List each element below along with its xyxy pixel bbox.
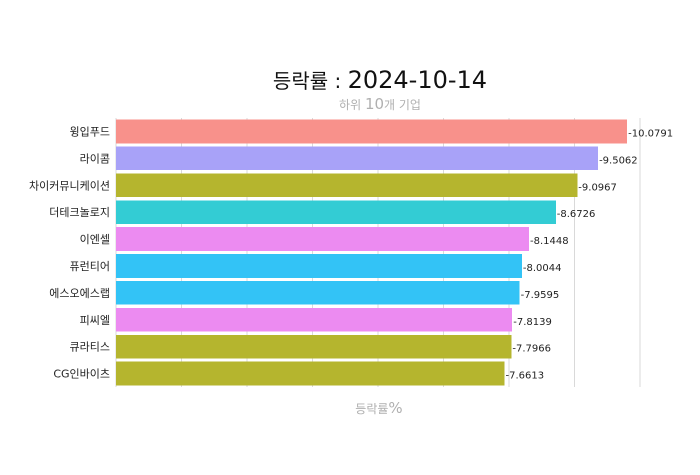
category-label-10: CG인바이츠 (53, 368, 110, 381)
category-label-2: 라이콤 (80, 152, 110, 165)
value-label-6: -8.0044 (523, 263, 562, 274)
bar-8 (116, 307, 513, 332)
x-axis-label-text: 등락률 (355, 402, 388, 416)
bar-10 (116, 361, 505, 386)
bar-7 (116, 281, 520, 305)
category-label-1: 윙입푸드 (70, 125, 110, 138)
bar-9 (116, 334, 512, 359)
chart-subtitle-num: 10 (365, 95, 384, 113)
chart-title-date: 2024-10-14 (348, 66, 487, 94)
chart-subtitle-pre: 하위 (339, 98, 365, 112)
chart-title-prefix: 등락률 : (273, 69, 348, 93)
x-axis-label-unit: % (388, 399, 402, 417)
value-label-5: -8.1448 (530, 236, 569, 247)
category-label-9: 큐라티스 (70, 341, 110, 354)
value-label-10: -7.6613 (506, 371, 545, 382)
value-label-7: -7.9595 (521, 290, 560, 301)
category-label-8: 피씨엘 (80, 314, 110, 327)
category-label-5: 이엔셀 (80, 233, 110, 246)
category-labels: 윙입푸드라이콤차이커뮤니케이션더테크놀로지이엔셀퓨런티어에스오에스랩피씨엘큐라티… (29, 125, 110, 380)
x-axis-label: 등락률% (355, 399, 402, 417)
value-labels: -10.0791 -9.5062 -9.0967 -8.6726 -8.1448 -8.0… (506, 128, 674, 381)
bar-layer (116, 119, 628, 386)
chart-title: 등락률 : 2024-10-14 (273, 66, 487, 94)
chart-subtitle-post: 개 기업 (384, 98, 421, 112)
bar-3 (116, 173, 578, 198)
bar-5 (116, 227, 530, 251)
bar-2 (116, 146, 599, 171)
category-label-7: 에스오에스랩 (49, 287, 110, 300)
bar-6 (116, 254, 522, 278)
value-label-3: -9.0967 (578, 182, 617, 193)
value-label-1: -10.0791 (628, 128, 673, 139)
category-label-4: 더테크놀로지 (49, 206, 110, 219)
category-label-6: 퓨런티어 (70, 260, 110, 273)
value-label-4: -8.6726 (557, 209, 596, 220)
chart-subtitle: 하위 10개 기업 (339, 95, 421, 113)
bar-1 (116, 119, 628, 144)
value-label-2: -9.5062 (599, 155, 638, 166)
bar-4 (116, 200, 556, 224)
category-label-3: 차이커뮤니케이션 (29, 179, 110, 192)
value-label-9: -7.7966 (512, 344, 551, 355)
value-label-8: -7.8139 (513, 317, 552, 328)
